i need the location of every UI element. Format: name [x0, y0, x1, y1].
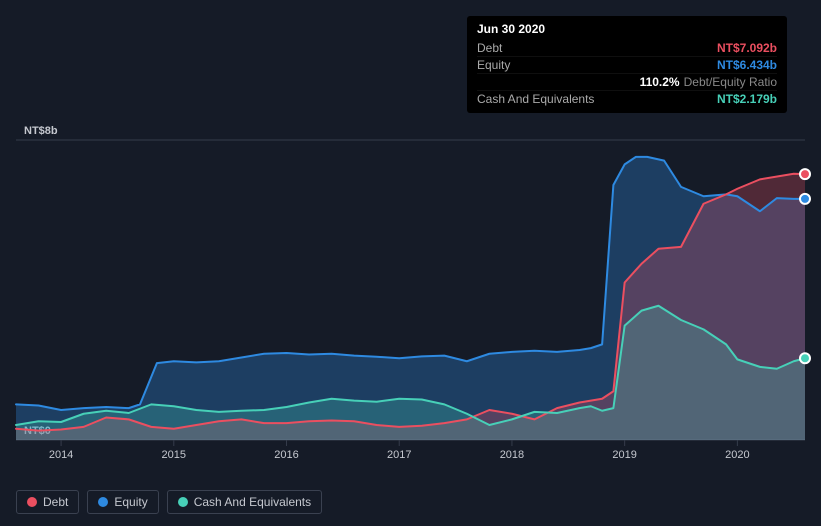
legend-label: Cash And Equivalents [194, 495, 311, 509]
x-axis-label: 2018 [500, 449, 524, 461]
x-axis-label: 2017 [387, 449, 411, 461]
tooltip-row-label: Equity [477, 58, 510, 72]
tooltip-row-value: 110.2%Debt/Equity Ratio [640, 75, 777, 89]
legend-item[interactable]: Equity [87, 490, 158, 514]
tooltip-row: Debt NT$7.092b [477, 40, 777, 56]
x-axis-label: 2020 [725, 449, 749, 461]
legend-item[interactable]: Cash And Equivalents [167, 490, 322, 514]
legend-label: Equity [114, 495, 147, 509]
x-axis-label: 2014 [49, 449, 73, 461]
tooltip-row: Cash And Equivalents NT$2.179b [477, 90, 777, 107]
series-marker [800, 194, 810, 204]
tooltip-row-label: Debt [477, 41, 502, 55]
x-axis-label: 2016 [274, 449, 298, 461]
chart-legend: Debt Equity Cash And Equivalents [16, 490, 322, 514]
x-axis-label: 2015 [162, 449, 186, 461]
legend-swatch [27, 497, 37, 507]
tooltip-row: Equity NT$6.434b [477, 56, 777, 73]
tooltip-date: Jun 30 2020 [477, 22, 777, 36]
tooltip-row: 110.2%Debt/Equity Ratio [477, 73, 777, 90]
legend-swatch [178, 497, 188, 507]
legend-label: Debt [43, 495, 68, 509]
tooltip-row-value: NT$2.179b [717, 92, 777, 106]
tooltip-row-value: NT$7.092b [717, 41, 777, 55]
series-marker [800, 353, 810, 363]
series-marker [800, 169, 810, 179]
chart-tooltip: Jun 30 2020 Debt NT$7.092b Equity NT$6.434b… [467, 16, 787, 113]
y-axis-label: NT$8b [24, 125, 58, 137]
tooltip-row-label: Cash And Equivalents [477, 92, 594, 106]
legend-swatch [98, 497, 108, 507]
x-axis-label: 2019 [612, 449, 636, 461]
legend-item[interactable]: Debt [16, 490, 79, 514]
tooltip-row-value: NT$6.434b [717, 58, 777, 72]
